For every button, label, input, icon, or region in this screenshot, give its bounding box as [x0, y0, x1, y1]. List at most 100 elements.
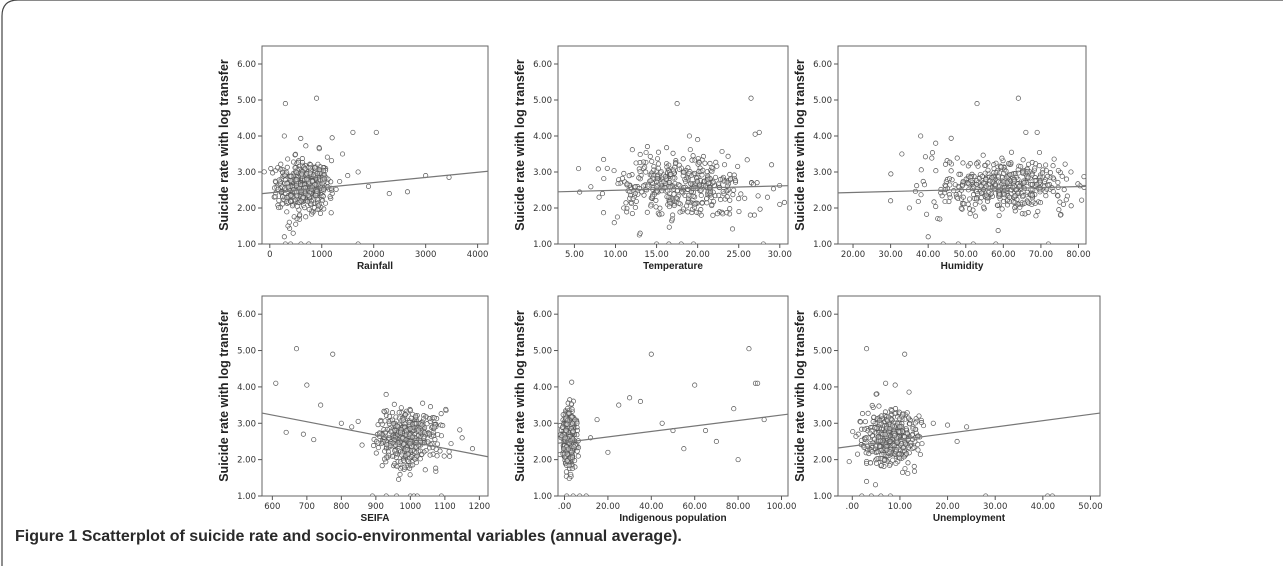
data-point — [862, 419, 868, 425]
data-point — [629, 147, 635, 153]
data-point — [889, 407, 895, 414]
y-tick-label: 1.00 — [813, 240, 832, 250]
data-point — [654, 175, 660, 182]
data-point — [564, 417, 570, 423]
data-point — [583, 493, 589, 496]
data-point — [599, 191, 606, 197]
data-point — [878, 413, 885, 419]
data-point — [887, 425, 893, 431]
data-point — [308, 201, 314, 207]
data-point — [300, 431, 306, 437]
data-point — [405, 458, 411, 464]
data-point — [929, 155, 935, 161]
data-point — [997, 170, 1003, 176]
data-point — [1068, 169, 1074, 175]
data-point — [754, 180, 760, 186]
data-point — [298, 198, 304, 204]
data-point — [1032, 165, 1038, 171]
data-point — [893, 460, 899, 466]
y-tick-label: 5.00 — [237, 96, 256, 106]
data-point — [972, 201, 978, 207]
data-point — [684, 203, 690, 209]
data-point — [955, 195, 961, 201]
y-tick-label: 3.00 — [813, 168, 832, 178]
data-point — [902, 351, 908, 357]
data-point — [956, 171, 962, 177]
data-point — [569, 454, 575, 461]
data-point — [1081, 174, 1086, 180]
data-point — [1050, 188, 1056, 195]
data-point — [323, 200, 329, 206]
data-point — [1020, 169, 1026, 175]
data-point — [279, 184, 285, 190]
data-point — [285, 223, 291, 229]
data-point — [614, 214, 620, 220]
data-point — [431, 424, 437, 430]
data-point — [910, 426, 916, 432]
data-point — [781, 199, 787, 206]
x-tick-label: 50.00 — [954, 250, 978, 260]
data-point — [968, 178, 974, 184]
data-point — [421, 435, 427, 441]
data-point — [769, 162, 775, 168]
y-tick-label: 6.00 — [533, 60, 552, 70]
data-point — [902, 441, 909, 447]
y-tick-label: 6.00 — [237, 310, 256, 320]
data-point — [714, 211, 720, 217]
data-point — [973, 196, 979, 202]
x-tick-label: 20.00 — [596, 502, 620, 512]
data-point — [309, 178, 315, 184]
data-point — [282, 101, 288, 107]
points-group — [262, 95, 452, 244]
data-point — [744, 157, 750, 163]
data-point — [979, 173, 985, 179]
data-point — [931, 199, 937, 205]
y-tick-label: 5.00 — [237, 347, 256, 357]
data-point — [383, 493, 389, 496]
data-point — [576, 166, 582, 172]
data-point — [911, 463, 917, 469]
data-point — [868, 493, 874, 496]
data-point — [457, 427, 463, 433]
y-tick-label: 1.00 — [237, 240, 256, 250]
data-point — [998, 164, 1004, 170]
data-point — [756, 129, 762, 135]
data-point — [918, 133, 924, 139]
data-point — [1020, 157, 1026, 163]
data-point — [321, 172, 328, 178]
y-tick-label: 1.00 — [237, 492, 256, 502]
plot-area — [837, 295, 1101, 497]
x-tick-label: 80.00 — [1066, 250, 1090, 260]
data-point — [569, 406, 575, 412]
data-point — [719, 148, 725, 155]
data-point — [288, 241, 294, 244]
data-point — [315, 203, 321, 209]
data-point — [299, 171, 305, 177]
x-tick-label: 20.00 — [935, 502, 959, 512]
data-point — [982, 162, 988, 168]
data-point — [640, 183, 646, 189]
fit-line — [261, 170, 489, 195]
y-tick-label: 6.00 — [533, 310, 552, 320]
data-point — [761, 417, 767, 423]
data-point — [742, 195, 748, 201]
data-point — [1028, 181, 1034, 187]
data-point — [400, 417, 406, 423]
data-point — [569, 449, 575, 455]
data-point — [432, 422, 438, 428]
data-point — [415, 427, 422, 433]
data-point — [393, 450, 399, 457]
data-point — [949, 177, 955, 183]
data-point — [648, 203, 654, 209]
data-point — [862, 426, 868, 432]
x-tick-label: 0 — [267, 250, 272, 260]
data-point — [872, 425, 878, 431]
data-point — [596, 194, 602, 200]
data-point — [681, 446, 687, 452]
data-point — [393, 414, 399, 420]
data-point — [685, 209, 691, 215]
data-point — [694, 179, 700, 185]
data-point — [914, 183, 920, 189]
data-point — [328, 158, 335, 164]
data-point — [937, 216, 943, 222]
